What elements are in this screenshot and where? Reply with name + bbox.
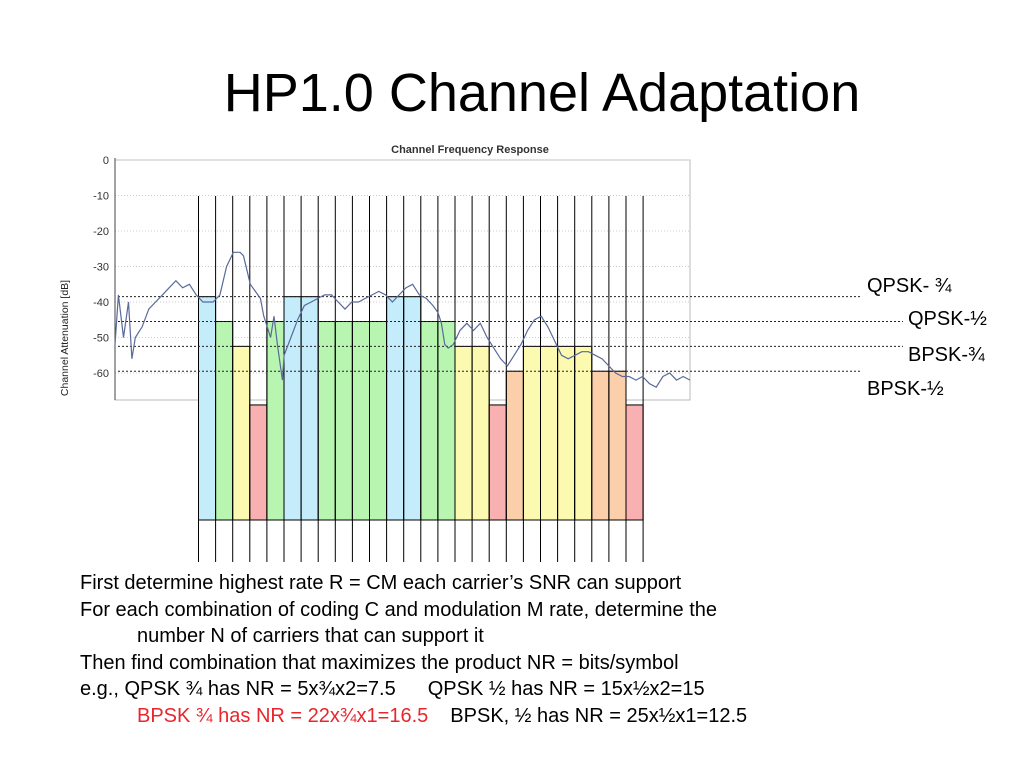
y-tick-label: -20 [93, 226, 109, 238]
body-line-2: For each combination of coding C and mod… [80, 598, 718, 621]
body-text: First determine highest rate R = CM each… [80, 570, 1010, 730]
carrier-bar [591, 370, 610, 521]
body-line-1: First determine highest rate R = CM each… [80, 572, 682, 594]
label-bpsk-3-4: BPSK-¾ [908, 344, 985, 366]
example-qpsk-3-4: e.g., QPSK ¾ has NR = 5x¾x2=7.5 [80, 678, 396, 701]
example-bpsk-1-2: BPSK, ½ has NR = 25x½x1=12.5 [450, 704, 748, 727]
carrier-bar [317, 321, 336, 521]
carrier-bar [608, 370, 627, 521]
frequency-response-curve [114, 251, 691, 388]
carrier-bar [522, 345, 542, 521]
body-line-5: e.g., QPSK ¾ has NR = 5x¾x2=7.5 QPSK ½ ha… [80, 676, 1010, 703]
carrier-dividers [198, 196, 644, 562]
body-line-6: BPSK ¾ has NR = 22x¾x1=16.5 BPSK, ½ has N… [80, 703, 1010, 730]
carrier-bar [266, 321, 285, 521]
label-qpsk-1-2: QPSK-½ [908, 308, 987, 330]
carrier-bar [386, 296, 405, 521]
carrier-bar [488, 404, 507, 521]
example-bpsk-3-4: BPSK ¾ has NR = 22x¾x1=16.5 [137, 704, 429, 727]
carrier-bar [334, 321, 353, 521]
chart-title: Channel Frequency Response [391, 144, 549, 156]
label-bpsk-1-2: BPSK-½ [867, 378, 944, 400]
carrier-bar [540, 345, 559, 521]
carrier-bar [437, 321, 456, 521]
carrier-bar [574, 345, 593, 521]
carrier-bar [471, 345, 490, 521]
carrier-bar [403, 296, 422, 521]
y-tick-label: -50 [93, 333, 109, 345]
carrier-bar [232, 345, 251, 521]
y-axis-ticks: 0 -10 -20 -30 -40 -50 -60 [93, 155, 109, 380]
carrier-bar [198, 296, 217, 521]
example-qpsk-1-2: QPSK ½ has NR = 15x½x2=15 [427, 678, 705, 701]
y-tick-label: -60 [93, 368, 109, 380]
carrier-bar [369, 321, 388, 521]
carrier-bar [300, 296, 319, 521]
carrier-bar [505, 370, 524, 521]
threshold-lines [118, 296, 903, 372]
carrier-bar [249, 404, 268, 521]
y-tick-label: -30 [93, 262, 109, 274]
y-tick-label: -40 [93, 297, 109, 309]
carrier-bar [351, 321, 370, 521]
body-line-3: number N of carriers that can support it [137, 625, 484, 648]
y-tick-label: -10 [93, 191, 109, 203]
label-qpsk-3-4: QPSK- ¾ [867, 275, 952, 297]
carrier-bar [454, 345, 473, 521]
carrier-bar [557, 345, 576, 521]
carrier-bar [215, 321, 234, 521]
carrier-bar [420, 321, 439, 521]
slide-title: HP1.0 Channel Adaptation [223, 63, 861, 123]
y-axis-label: Channel Attenuation [dB] [59, 280, 71, 396]
y-tick-label: 0 [103, 155, 109, 167]
channel-frequency-response-chart: Channel Frequency Response Channel Atten… [59, 144, 903, 562]
carrier-bar [625, 404, 644, 521]
carrier-bar [283, 296, 302, 521]
body-line-4: Then find combination that maximizes the… [80, 651, 679, 674]
